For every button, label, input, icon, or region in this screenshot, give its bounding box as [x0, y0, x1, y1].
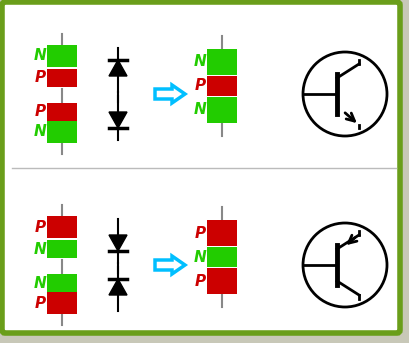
- Bar: [207, 247, 237, 267]
- Bar: [47, 45, 77, 67]
- Text: P: P: [34, 71, 45, 85]
- Bar: [207, 76, 237, 96]
- Text: N: N: [193, 103, 207, 118]
- Text: N: N: [34, 275, 46, 291]
- Bar: [207, 49, 237, 75]
- Polygon shape: [109, 60, 127, 76]
- Polygon shape: [109, 235, 127, 251]
- Text: N: N: [193, 55, 207, 70]
- FancyArrow shape: [155, 85, 185, 103]
- Bar: [47, 274, 77, 292]
- Text: P: P: [34, 105, 45, 119]
- Text: P: P: [194, 225, 206, 240]
- Text: N: N: [34, 125, 46, 140]
- Bar: [47, 292, 77, 314]
- Text: P: P: [34, 296, 45, 310]
- Text: N: N: [34, 48, 46, 63]
- Bar: [47, 103, 77, 121]
- Bar: [47, 121, 77, 143]
- Bar: [47, 240, 77, 258]
- Polygon shape: [109, 112, 127, 128]
- Bar: [207, 97, 237, 123]
- Text: P: P: [194, 273, 206, 288]
- Polygon shape: [109, 279, 127, 295]
- Text: N: N: [34, 241, 46, 257]
- FancyArrow shape: [155, 256, 185, 274]
- Bar: [207, 220, 237, 246]
- Text: P: P: [194, 79, 206, 94]
- Text: N: N: [193, 249, 207, 264]
- Bar: [207, 268, 237, 294]
- Text: P: P: [34, 220, 45, 235]
- Bar: [47, 69, 77, 87]
- FancyBboxPatch shape: [2, 2, 400, 333]
- Bar: [47, 216, 77, 238]
